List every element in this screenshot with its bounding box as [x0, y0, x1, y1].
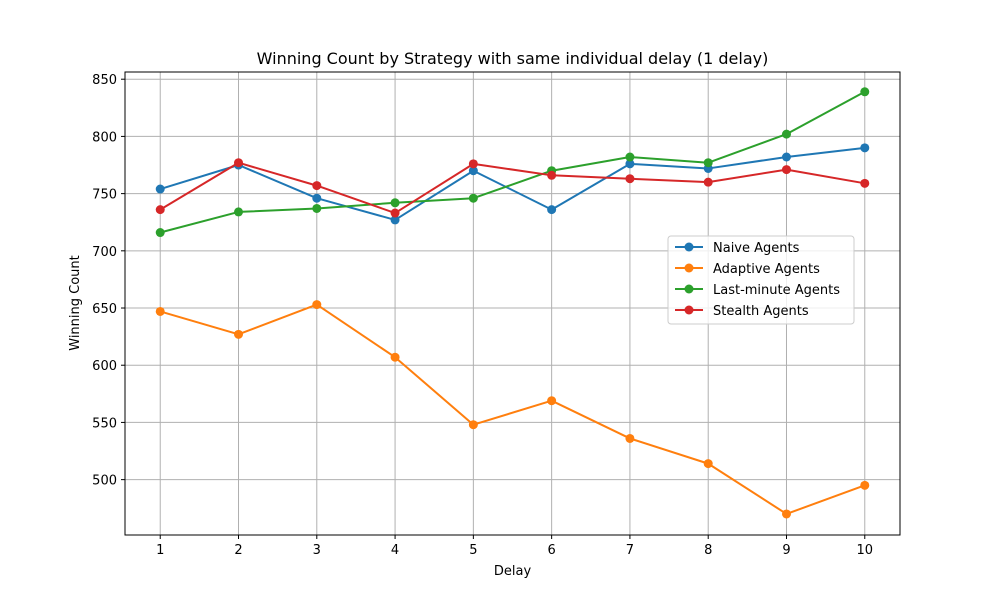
stealth-agents-point — [625, 174, 635, 184]
legend-marker-stealth-agents — [684, 305, 694, 315]
stealth-agents-point — [703, 177, 713, 187]
last-minute-agents-point — [234, 207, 244, 217]
last-minute-agents-line — [159, 90, 866, 234]
stealth-agents-point — [155, 205, 165, 215]
legend-label-stealth-agents: Stealth Agents — [713, 304, 809, 319]
legend-marker-adaptive-agents — [684, 263, 694, 273]
y-tick-label: 500 — [92, 474, 117, 489]
stealth-agents-point — [781, 165, 791, 175]
stealth-agents-point — [468, 159, 478, 169]
adaptive-agents-point — [625, 433, 635, 443]
naive-agents-point — [547, 205, 557, 215]
x-tick-label: 4 — [391, 543, 399, 558]
y-tick-label: 850 — [92, 73, 117, 88]
y-tick-label: 800 — [92, 130, 117, 145]
adaptive-agents-point — [234, 329, 244, 339]
y-tick-label: 650 — [92, 302, 117, 317]
legend: Naive Agents Adaptive Agents Last-minute A… — [667, 235, 855, 325]
x-axis-label: Delay — [494, 564, 532, 579]
y-tick-label: 550 — [92, 416, 117, 431]
adaptive-agents-point — [155, 306, 165, 316]
stealth-agents-point — [234, 158, 244, 168]
axis-ticks: 1 2 3 4 5 6 7 8 9 10 500 550 600 650 700 750 800 850 — [92, 73, 873, 558]
legend-marker-last-minute-agents — [684, 284, 694, 294]
stealth-agents-point — [547, 170, 557, 180]
naive-agents-point — [312, 193, 322, 203]
adaptive-agents-point — [703, 459, 713, 469]
grid-lines — [125, 72, 900, 535]
naive-agents-point — [155, 184, 165, 194]
y-tick-label: 750 — [92, 188, 117, 203]
legend-marker-naive-agents — [684, 242, 694, 252]
adaptive-agents-point — [312, 300, 322, 310]
last-minute-agents-point — [860, 87, 870, 97]
y-axis-label: Winning Count — [68, 255, 83, 351]
naive-agents-line — [159, 146, 865, 221]
adaptive-agents-point — [468, 420, 478, 430]
adaptive-agents-point — [390, 352, 400, 362]
adaptive-agents-point — [860, 480, 870, 490]
last-minute-agents-point — [625, 152, 635, 162]
y-tick-label: 600 — [92, 359, 117, 374]
chart-title: Winning Count by Strategy with same indi… — [257, 49, 769, 68]
legend-label-adaptive-agents: Adaptive Agents — [713, 262, 820, 277]
stealth-agents-line — [159, 161, 865, 215]
x-tick-label: 2 — [234, 543, 242, 558]
adaptive-agents-point — [547, 396, 557, 406]
naive-agents-point — [625, 159, 635, 169]
stealth-agents-point — [390, 208, 400, 218]
y-tick-label: 700 — [92, 245, 117, 260]
x-tick-label: 5 — [469, 543, 477, 558]
x-tick-label: 7 — [626, 543, 634, 558]
legend-label-last-minute-agents: Last-minute Agents — [713, 283, 840, 298]
legend-box — [667, 235, 855, 325]
x-tick-label: 3 — [313, 543, 321, 558]
naive-agents-point — [860, 143, 870, 153]
x-tick-label: 10 — [856, 543, 873, 558]
last-minute-agents-point — [468, 193, 478, 203]
last-minute-agents-point — [781, 129, 791, 139]
x-tick-label: 6 — [548, 543, 556, 558]
last-minute-agents-point — [390, 198, 400, 208]
series-layer — [155, 87, 870, 519]
naive-agents-point — [390, 215, 400, 225]
last-minute-agents-point — [155, 228, 165, 238]
last-minute-agents-point — [312, 203, 322, 213]
adaptive-agents-point — [781, 509, 791, 519]
stealth-agents-point — [312, 181, 322, 191]
plot-frame — [124, 71, 901, 536]
naive-agents-point — [781, 152, 791, 162]
x-tick-label: 9 — [782, 543, 790, 558]
x-tick-label: 1 — [156, 543, 164, 558]
x-tick-label: 8 — [704, 543, 712, 558]
last-minute-agents-point — [703, 158, 713, 168]
adaptive-agents-line — [159, 303, 866, 515]
legend-label-naive-agents: Naive Agents — [713, 241, 800, 256]
naive-agents-point — [468, 166, 478, 176]
stealth-agents-point — [860, 178, 870, 188]
